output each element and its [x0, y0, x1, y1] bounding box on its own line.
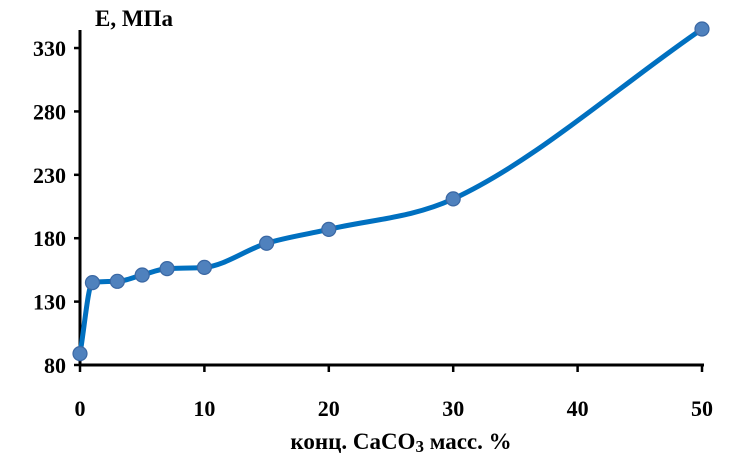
data-point	[159, 261, 175, 277]
data-point	[84, 274, 101, 291]
y-tick-label: 230	[33, 163, 66, 188]
data-point	[321, 221, 337, 237]
series-line	[77, 26, 705, 357]
x-tick-label: 20	[318, 396, 340, 421]
x-axis-title: конц. CaCO3 масс. %	[290, 429, 511, 456]
x-tick-label: 30	[442, 396, 464, 421]
x-tick-label: 0	[75, 396, 86, 421]
data-point	[134, 267, 150, 283]
y-tick-label: 80	[44, 353, 66, 378]
x-axis-title-main: конц. CaCO	[290, 429, 415, 454]
ticks: 80 130 180 230 280 330 0 10 20 30 40 50	[33, 36, 713, 421]
series	[72, 21, 710, 362]
x-axis-title-subscript: 3	[415, 437, 424, 456]
data-point	[259, 235, 275, 251]
y-tick-label: 130	[33, 290, 66, 315]
data-point	[694, 21, 710, 37]
data-point	[109, 273, 125, 289]
y-tick-label: 280	[33, 99, 66, 124]
data-point	[72, 345, 88, 362]
y-tick-label: 330	[33, 36, 66, 61]
y-axis-title: E, МПа	[95, 6, 173, 31]
x-axis-title-unit: масс. %	[424, 429, 512, 454]
data-point	[445, 191, 461, 207]
x-tick-label: 40	[567, 396, 589, 421]
x-tick-label: 10	[193, 396, 215, 421]
axes	[78, 30, 704, 367]
y-tick-label: 180	[33, 226, 66, 251]
x-tick-label: 50	[691, 396, 713, 421]
data-point	[196, 259, 212, 275]
